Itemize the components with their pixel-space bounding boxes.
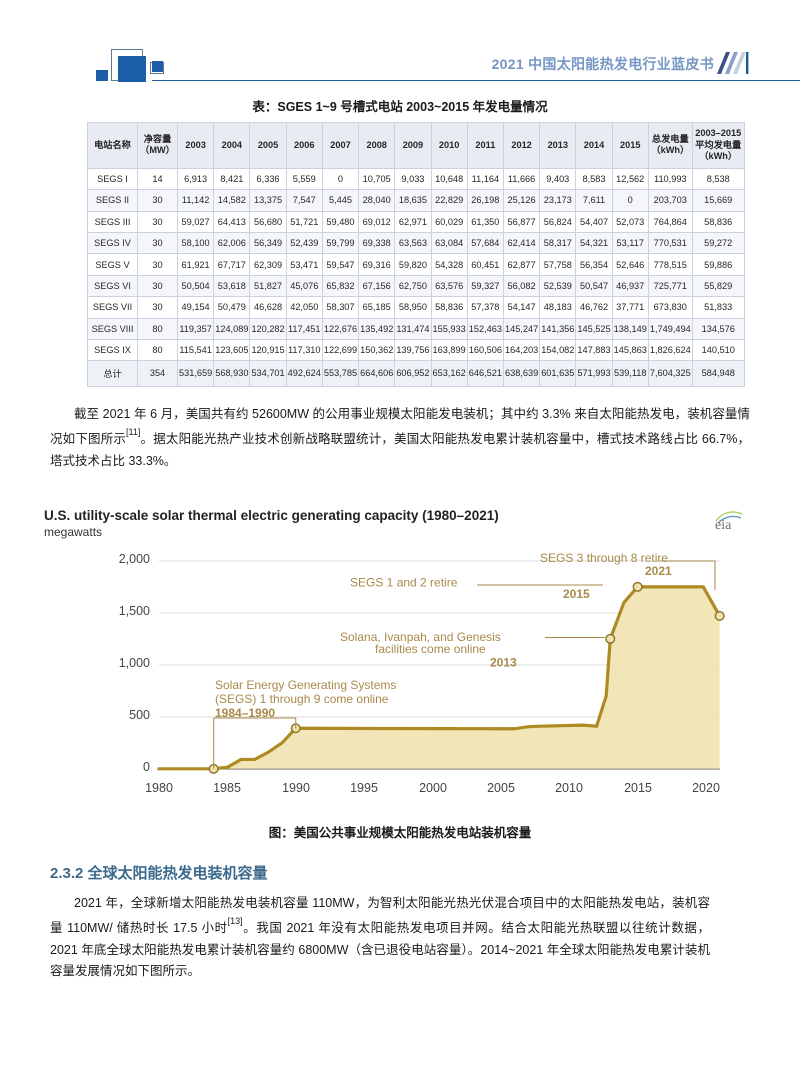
svg-text:SEGS 1 and 2 retire: SEGS 1 and 2 retire [350, 576, 458, 590]
svg-text:1980: 1980 [145, 781, 173, 795]
svg-text:1985: 1985 [213, 781, 241, 795]
svg-text:1990: 1990 [282, 781, 310, 795]
svg-text:2020: 2020 [692, 781, 720, 795]
svg-text:2000: 2000 [419, 781, 447, 795]
svg-text:(SEGS) 1 through 9 come online: (SEGS) 1 through 9 come online [215, 692, 389, 706]
svg-text:2,000: 2,000 [119, 552, 150, 566]
svg-text:1984–1990: 1984–1990 [215, 706, 275, 720]
svg-text:Solar Energy Generating System: Solar Energy Generating Systems [215, 678, 396, 692]
svg-text:1,500: 1,500 [119, 604, 150, 618]
svg-text:0: 0 [143, 760, 150, 774]
svg-text:2010: 2010 [555, 781, 583, 795]
svg-text:2015: 2015 [563, 587, 590, 601]
svg-text:2015: 2015 [624, 781, 652, 795]
svg-text:1,000: 1,000 [119, 656, 150, 670]
svg-text:2013: 2013 [490, 656, 517, 670]
svg-text:2021: 2021 [645, 564, 672, 578]
svg-text:500: 500 [129, 708, 150, 722]
svg-text:SEGS 3 through 8 retire: SEGS 3 through 8 retire [540, 551, 668, 565]
svg-text:2005: 2005 [487, 781, 515, 795]
svg-text:1995: 1995 [350, 781, 378, 795]
svg-text:facilities come online: facilities come online [375, 642, 486, 656]
